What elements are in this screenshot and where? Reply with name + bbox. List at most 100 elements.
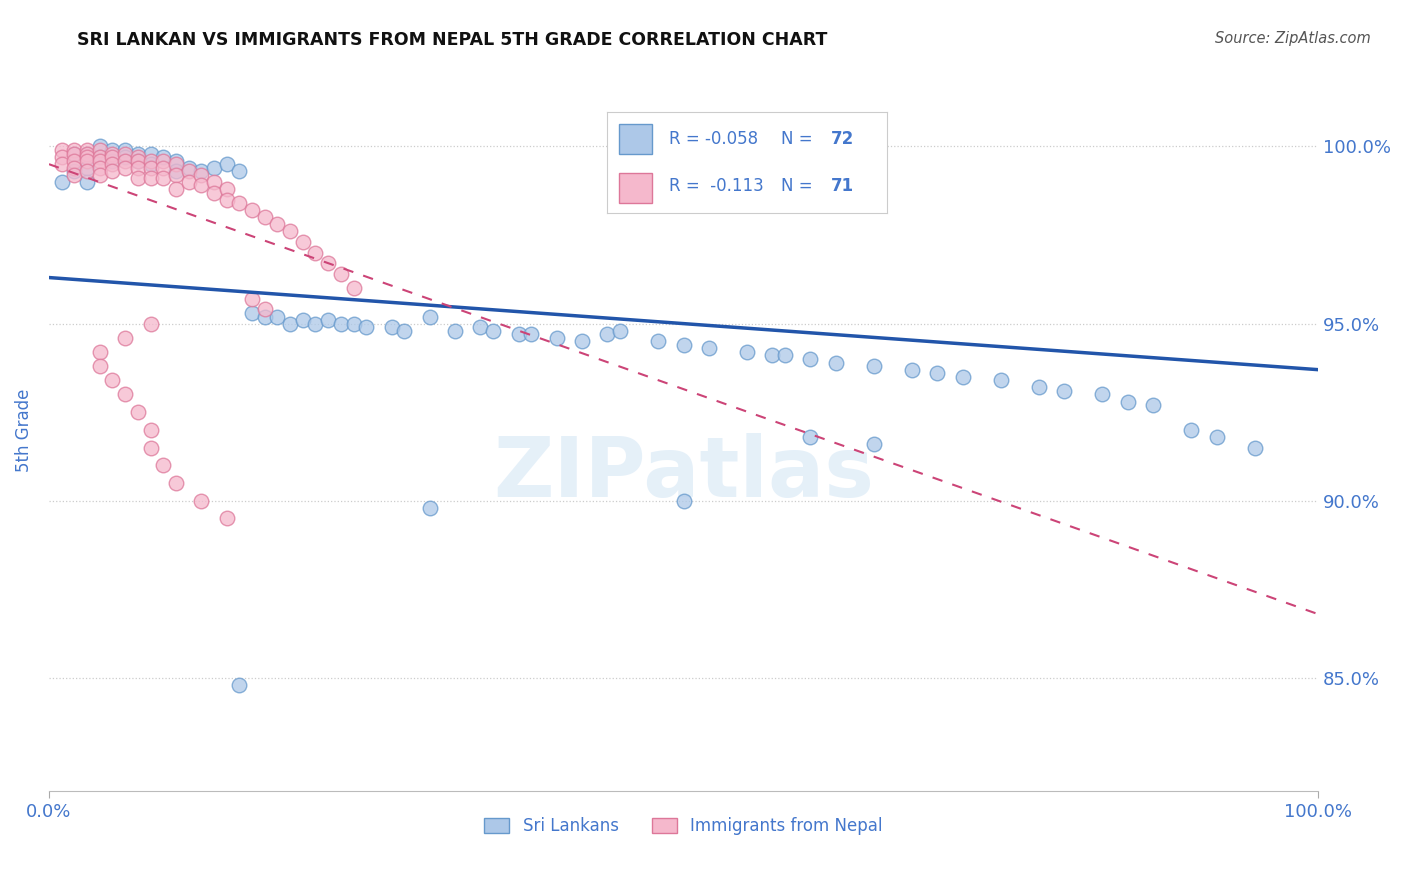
Point — [697, 342, 720, 356]
Point — [89, 345, 111, 359]
Point — [165, 182, 187, 196]
Point — [394, 324, 416, 338]
Point — [177, 164, 200, 178]
Point — [165, 153, 187, 168]
Point — [89, 150, 111, 164]
Point — [927, 366, 949, 380]
Point — [824, 355, 846, 369]
Point — [76, 153, 98, 168]
Point — [329, 267, 352, 281]
Point — [114, 143, 136, 157]
Point — [672, 493, 695, 508]
Point — [127, 405, 149, 419]
Point — [240, 203, 263, 218]
Point — [127, 150, 149, 164]
Point — [89, 150, 111, 164]
Point — [278, 225, 301, 239]
Point — [253, 211, 276, 225]
Point — [127, 146, 149, 161]
Point — [139, 146, 162, 161]
Point — [508, 327, 530, 342]
Point — [152, 171, 174, 186]
Point — [89, 153, 111, 168]
Point — [127, 153, 149, 168]
Point — [89, 359, 111, 373]
Point — [114, 150, 136, 164]
Point — [253, 302, 276, 317]
Point — [304, 317, 326, 331]
Point — [215, 182, 238, 196]
Point — [291, 235, 314, 249]
Point — [127, 161, 149, 175]
Point — [190, 168, 212, 182]
Point — [952, 369, 974, 384]
Point — [278, 317, 301, 331]
Point — [101, 164, 124, 178]
Point — [863, 359, 886, 373]
Point — [114, 331, 136, 345]
Point — [89, 168, 111, 182]
Text: SRI LANKAN VS IMMIGRANTS FROM NEPAL 5TH GRADE CORRELATION CHART: SRI LANKAN VS IMMIGRANTS FROM NEPAL 5TH … — [77, 31, 828, 49]
Point — [190, 178, 212, 193]
Point — [139, 153, 162, 168]
Point — [177, 175, 200, 189]
Point — [127, 153, 149, 168]
Point — [571, 334, 593, 349]
Point — [76, 146, 98, 161]
Point — [152, 150, 174, 164]
Point — [63, 168, 86, 182]
Point — [329, 317, 352, 331]
Point — [63, 146, 86, 161]
Point — [1091, 387, 1114, 401]
Point — [1028, 380, 1050, 394]
Point — [444, 324, 467, 338]
Point — [215, 157, 238, 171]
Point — [139, 157, 162, 171]
Point — [63, 153, 86, 168]
Point — [253, 310, 276, 324]
Point — [101, 153, 124, 168]
Point — [63, 164, 86, 178]
Point — [291, 313, 314, 327]
Point — [202, 175, 225, 189]
Point — [228, 196, 250, 211]
Point — [863, 437, 886, 451]
Point — [1180, 423, 1202, 437]
Point — [139, 171, 162, 186]
Point — [101, 150, 124, 164]
Point — [51, 150, 73, 164]
Point — [177, 161, 200, 175]
Point — [51, 157, 73, 171]
Point — [520, 327, 543, 342]
Point — [202, 161, 225, 175]
Point — [114, 153, 136, 168]
Point — [470, 320, 492, 334]
Point — [127, 171, 149, 186]
Point — [139, 161, 162, 175]
Point — [139, 423, 162, 437]
Point — [356, 320, 378, 334]
Point — [1205, 430, 1227, 444]
Point — [165, 168, 187, 182]
Point — [76, 161, 98, 175]
Point — [152, 153, 174, 168]
Point — [773, 349, 796, 363]
Point — [89, 161, 111, 175]
Point — [215, 511, 238, 525]
Point — [63, 143, 86, 157]
Point — [51, 143, 73, 157]
Point — [1053, 384, 1076, 398]
Point — [266, 218, 288, 232]
Point — [228, 164, 250, 178]
Point — [101, 143, 124, 157]
Point — [316, 313, 339, 327]
Point — [63, 146, 86, 161]
Point — [342, 317, 364, 331]
Point — [761, 349, 783, 363]
Point — [990, 373, 1012, 387]
Point — [609, 324, 631, 338]
Legend: Sri Lankans, Immigrants from Nepal: Sri Lankans, Immigrants from Nepal — [484, 817, 883, 835]
Point — [266, 310, 288, 324]
Point — [672, 338, 695, 352]
Point — [304, 245, 326, 260]
